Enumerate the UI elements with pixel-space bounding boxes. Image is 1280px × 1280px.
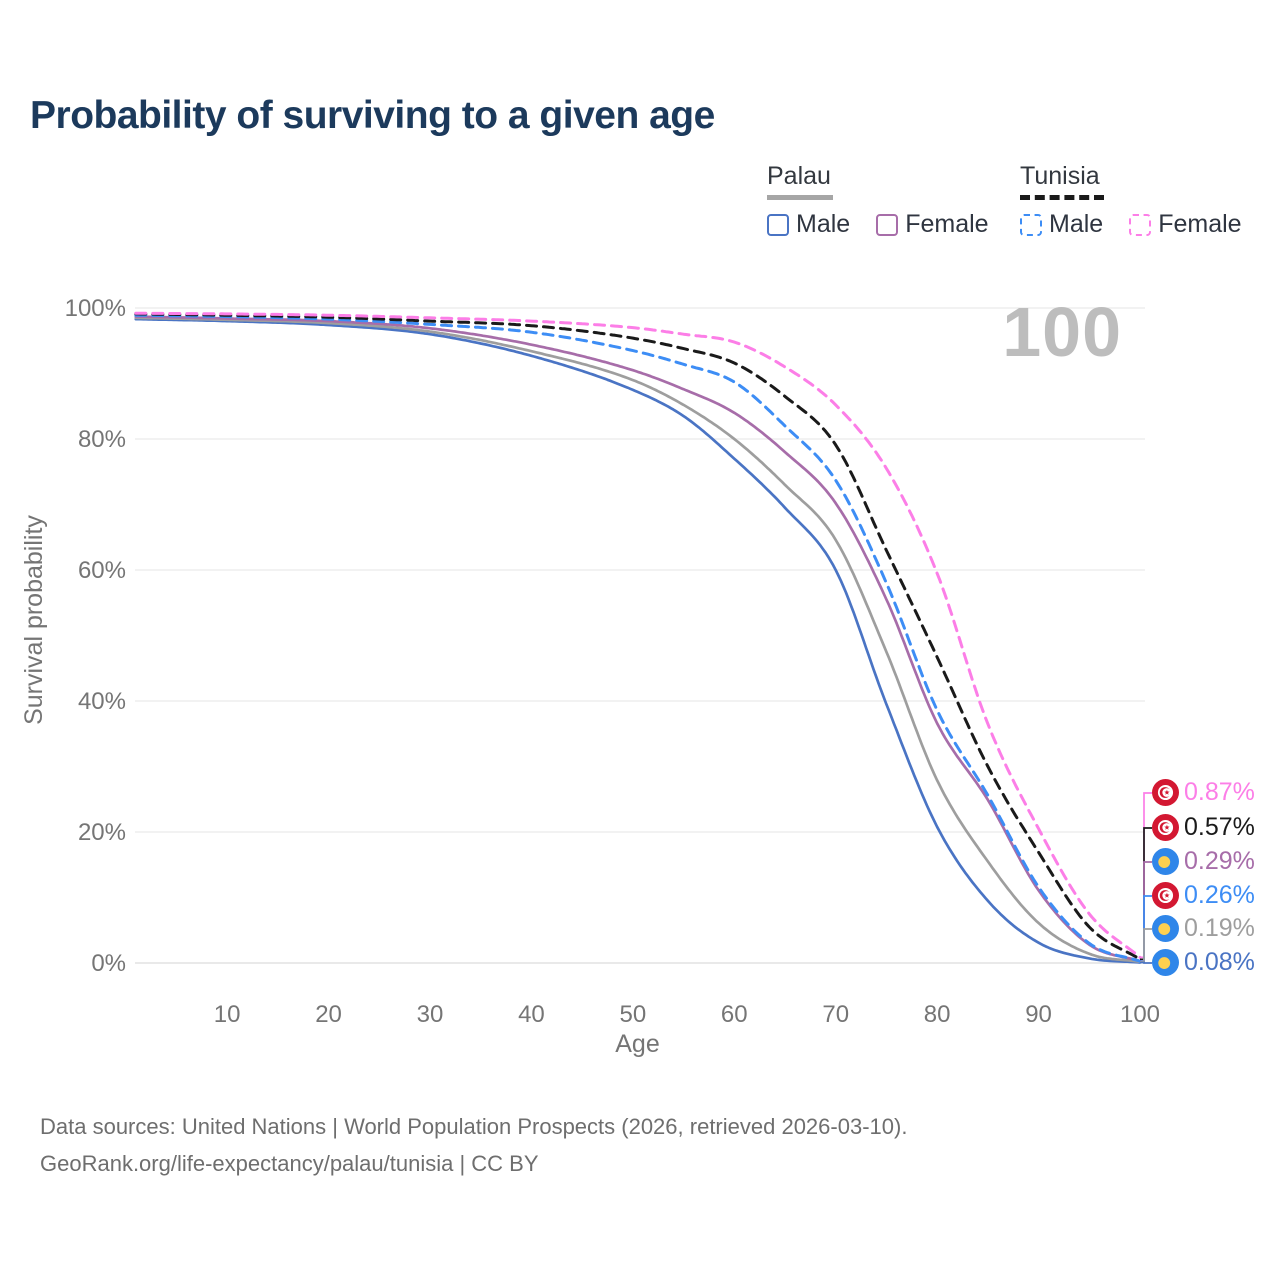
legend-item-label: Female [1158, 210, 1242, 238]
end-label-tunisia-male: 0.26% [1152, 882, 1255, 909]
legend-item-label: Male [1049, 210, 1104, 238]
end-label-tunisia-female: 0.87% [1152, 779, 1255, 806]
legend-group-palau: Palau Male Female [767, 162, 1015, 239]
end-label-connector [1140, 827, 1152, 961]
palau-female-checkbox[interactable] [876, 213, 899, 236]
x-tick-label: 80 [924, 1001, 951, 1028]
legend-item-palau-male[interactable]: Male [767, 210, 850, 239]
series-line-tunisia-female[interactable] [134, 311, 1142, 959]
legend-item-palau-female[interactable]: Female [876, 210, 989, 239]
palau-flag-icon [1152, 949, 1179, 976]
end-label-connector [1140, 861, 1152, 962]
age-counter-watermark: 100 [1002, 293, 1122, 371]
legend-item-label: Female [905, 210, 989, 238]
x-tick-label: 100 [1120, 1001, 1160, 1028]
palau-flag-icon [1152, 915, 1179, 942]
end-value-label: 0.87% [1184, 778, 1255, 806]
palau-flag-icon [1152, 848, 1179, 875]
end-label-palau: 0.19% [1152, 915, 1255, 942]
series-line-tunisia[interactable] [134, 312, 1142, 961]
legend-item-tunisia-female[interactable]: Female [1129, 210, 1242, 239]
tunisia-male-checkbox[interactable] [1020, 213, 1042, 236]
legend-group-tunisia: Tunisia Male Female [1020, 162, 1268, 239]
source-line-1: Data sources: United Nations | World Pop… [40, 1114, 908, 1139]
series-line-palau-female[interactable] [134, 315, 1142, 963]
x-tick-label: 10 [214, 1001, 241, 1028]
y-tick-label: 40% [78, 688, 126, 715]
x-tick-label: 60 [721, 1001, 748, 1028]
tunisia-female-checkbox[interactable] [1129, 213, 1152, 236]
legend-item-label: Male [796, 210, 851, 238]
x-tick-label: 30 [417, 1001, 444, 1028]
x-axis-title: Age [615, 1030, 659, 1058]
x-tick-label: 70 [822, 1001, 849, 1028]
page-title: Probability of surviving to a given age [30, 94, 715, 137]
legend-country-label: Tunisia [1020, 162, 1100, 190]
end-value-label: 0.08% [1184, 948, 1255, 976]
tunisia-flag-icon [1152, 882, 1179, 909]
series-line-palau[interactable] [134, 316, 1142, 964]
end-value-label: 0.26% [1184, 881, 1255, 909]
source-line-2: GeoRank.org/life-expectancy/palau/tunisi… [40, 1151, 539, 1176]
end-label-connector [1140, 792, 1152, 959]
x-tick-label: 50 [619, 1001, 646, 1028]
x-tick-label: 20 [315, 1001, 342, 1028]
end-label-tunisia: 0.57% [1152, 814, 1255, 841]
y-tick-label: 60% [78, 557, 126, 584]
y-tick-label: 100% [65, 295, 126, 322]
end-value-label: 0.57% [1184, 813, 1255, 841]
tunisia-flag-icon [1152, 814, 1179, 841]
tunisia-dashed-line-swatch [1020, 195, 1104, 200]
end-label-connector [1140, 961, 1152, 964]
y-axis-title: Survival probability [20, 515, 48, 725]
x-tick-label: 90 [1025, 1001, 1052, 1028]
y-tick-label: 80% [78, 426, 126, 453]
palau-solid-line-swatch [767, 195, 833, 200]
source-attribution: Data sources: United Nations | World Pop… [40, 1108, 907, 1182]
series-line-tunisia-male[interactable] [134, 313, 1142, 963]
tunisia-flag-icon [1152, 779, 1179, 806]
y-tick-label: 0% [91, 950, 126, 977]
y-tick-label: 20% [78, 819, 126, 846]
end-label-palau-male: 0.08% [1152, 949, 1255, 976]
end-value-label: 0.19% [1184, 914, 1255, 942]
end-label-palau-female: 0.29% [1152, 848, 1255, 875]
legend-item-tunisia-male[interactable]: Male [1020, 210, 1103, 239]
end-value-label: 0.29% [1184, 847, 1255, 875]
palau-male-checkbox[interactable] [767, 213, 789, 236]
x-tick-label: 40 [518, 1001, 545, 1028]
legend-country-label: Palau [767, 162, 831, 190]
series-line-palau-male[interactable] [134, 317, 1142, 964]
